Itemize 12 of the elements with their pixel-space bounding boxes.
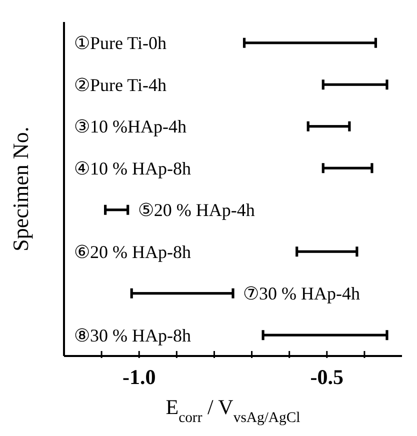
x-tick-label: -0.5 — [310, 365, 344, 389]
y-tick-label: ⑧30 % HAp-8h — [74, 325, 191, 346]
y-tick-label: ⑦30 % HAp-4h — [243, 284, 360, 304]
x-axis-title: E$_{corr}$ / V$_{vsAg/AgCl}$ — [166, 395, 300, 426]
y-tick-label: ①Pure Ti-0h — [74, 33, 167, 54]
y-tick-label: ⑥20 % HAp-8h — [74, 242, 191, 262]
y-tick-label: ⑤20 % HAp-4h — [138, 200, 255, 220]
y-tick-label: ②Pure Ti-4h — [74, 74, 167, 95]
y-tick-label: ③10 %HAp-4h — [74, 116, 186, 137]
y-tick-label: ④10 % HAp-8h — [74, 158, 191, 178]
x-tick-label: -1.0 — [122, 365, 156, 389]
y-axis-title: Specimen No. — [8, 126, 33, 252]
